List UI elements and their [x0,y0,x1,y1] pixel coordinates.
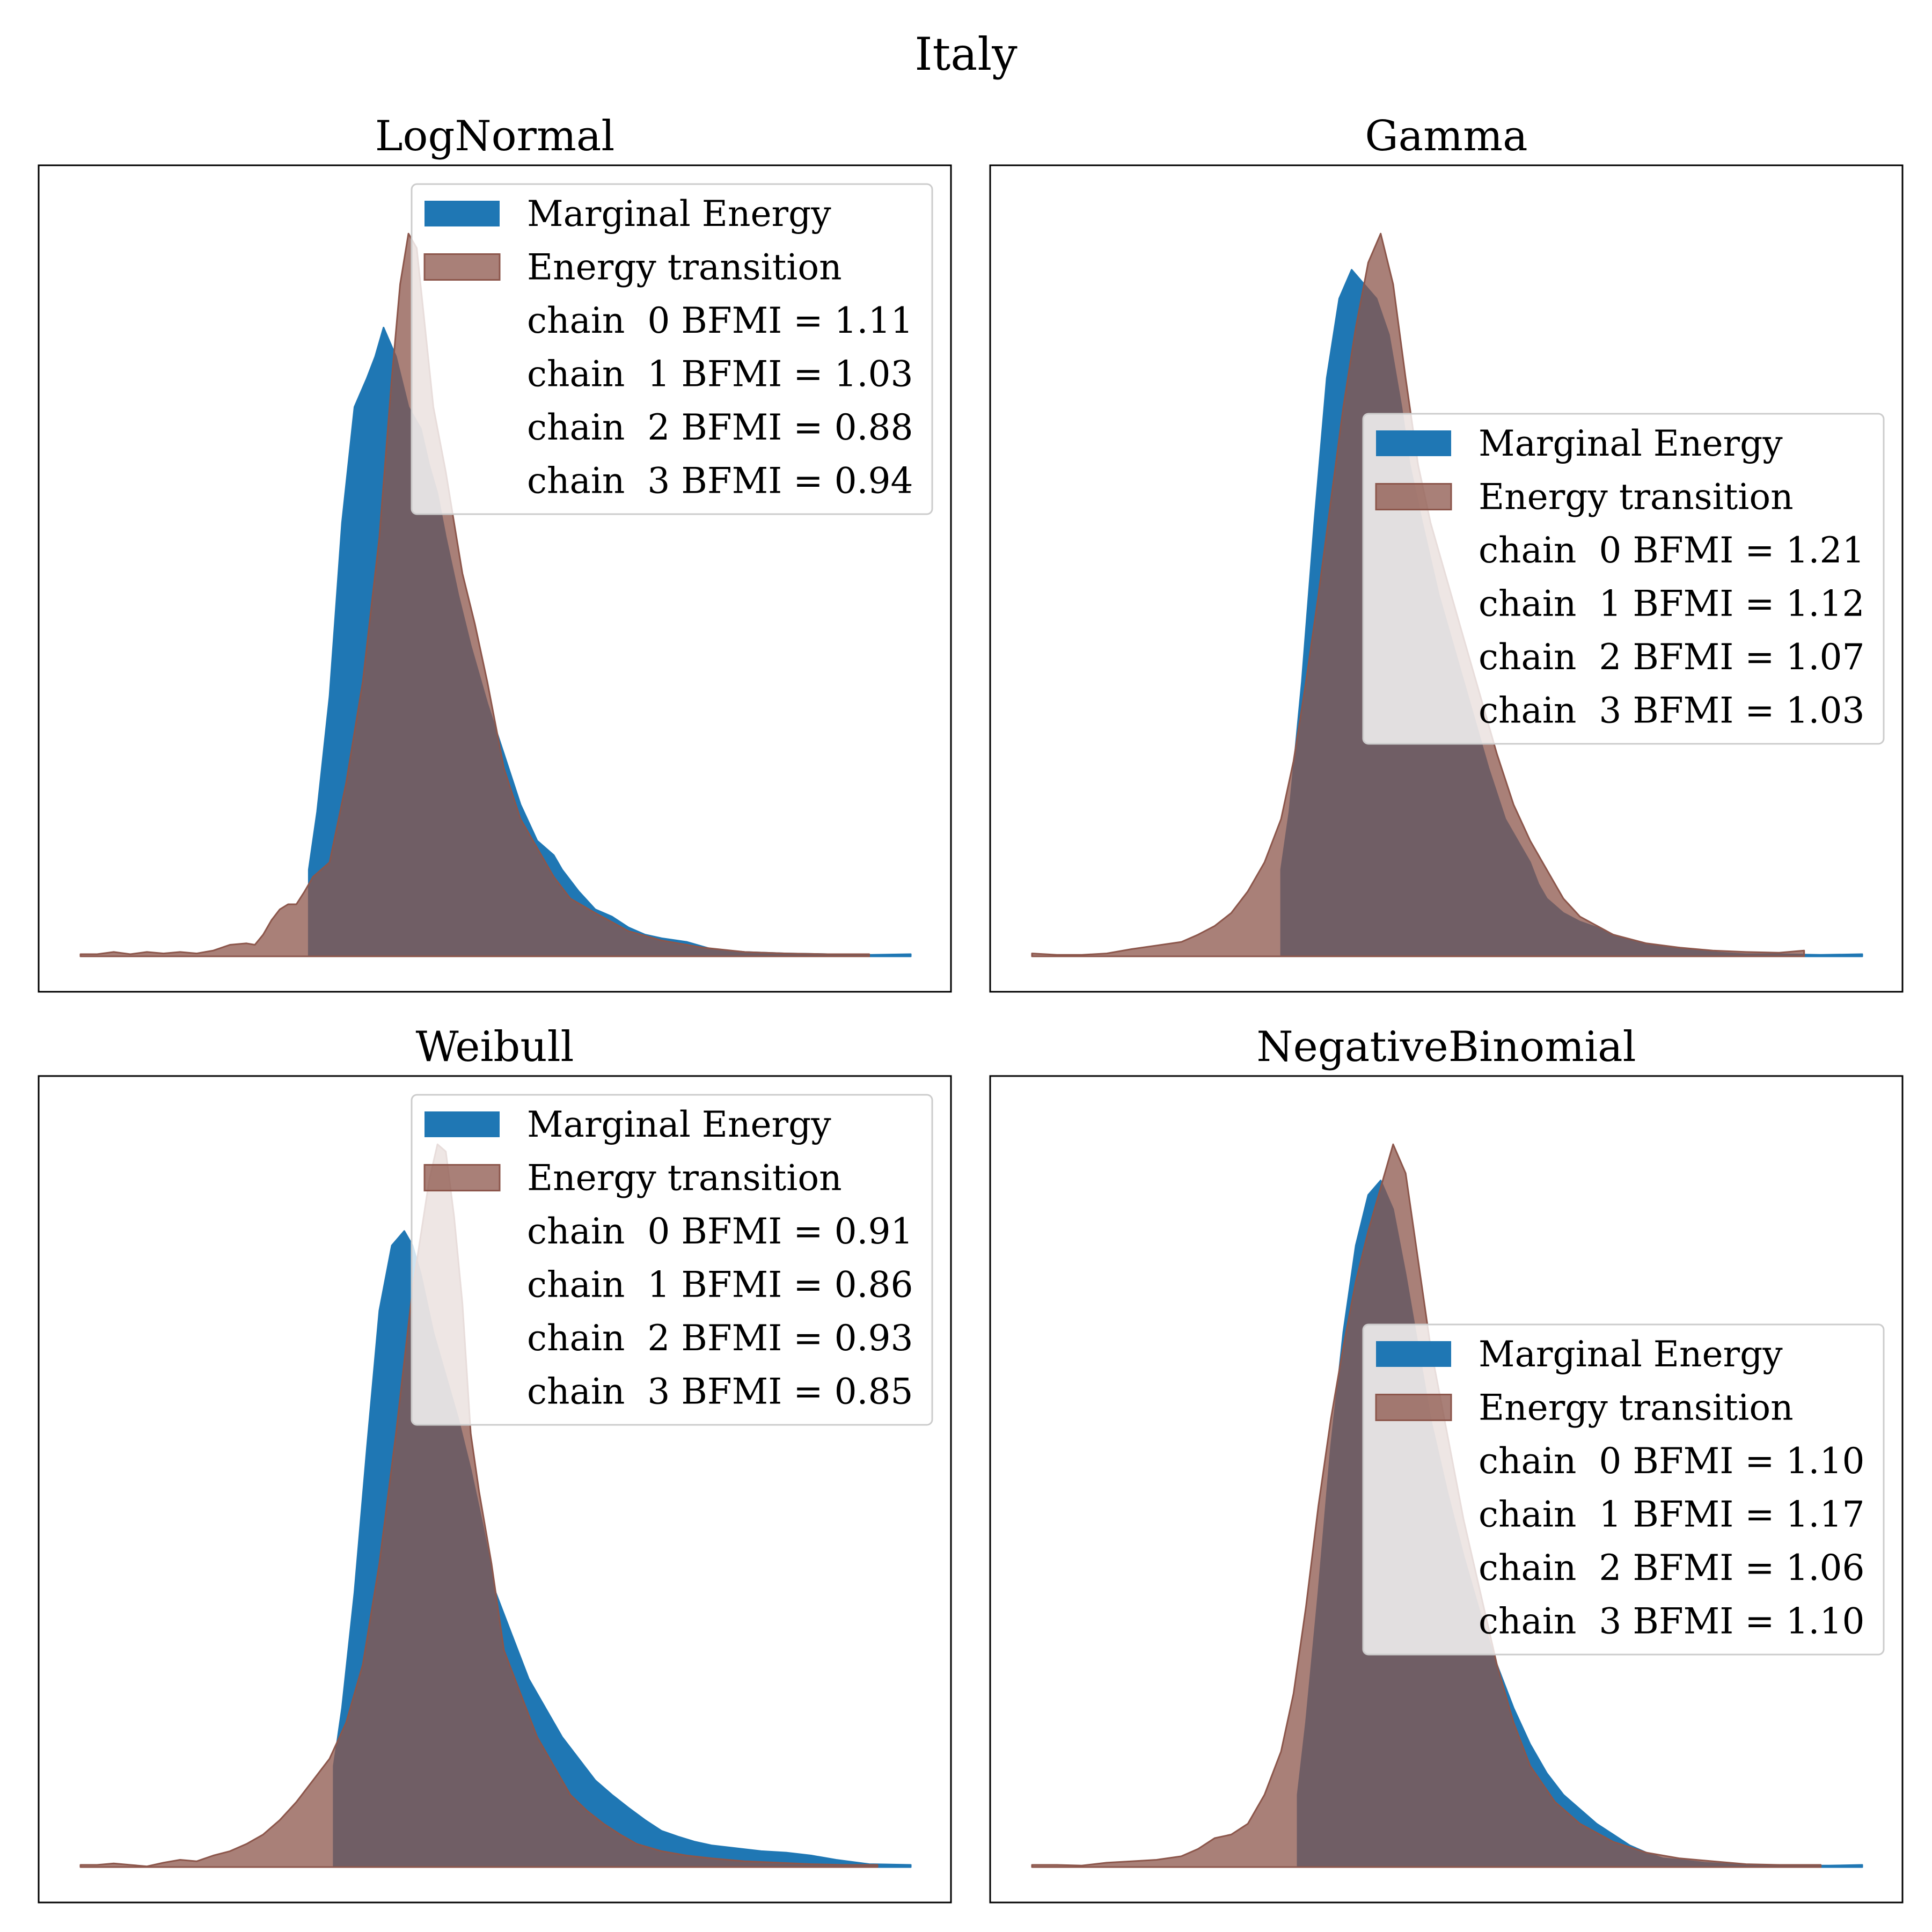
legend: Marginal Energy Energy transition chain 0 … [411,183,933,515]
legend-bfmi-chain-1: chain 1 BFMI = 1.17 [1479,1494,1865,1535]
energy-transition-area [79,232,870,957]
legend: Marginal Energy Energy transition chain 0 … [1362,1323,1885,1656]
legend-bfmi-chain-1: chain 1 BFMI = 1.12 [1479,583,1865,625]
legend-swatch-marginal [425,201,500,226]
legend-swatch-transition [423,1164,501,1191]
legend-label-marginal: Marginal Energy [527,193,831,235]
legend-bfmi-chain-0: chain 0 BFMI = 1.11 [527,300,913,341]
legend-box [411,1094,933,1426]
legend: Marginal Energy Energy transition chain 0 … [411,1094,933,1426]
subplot-lognormal: LogNormal Marginal Energy Energy transitio… [38,112,952,993]
subplot-gamma: Gamma Marginal Energy Energy transition cha… [989,112,1904,993]
legend: Marginal Energy Energy transition chain 0 … [1362,413,1885,745]
axes-frame [989,1075,1904,1904]
panel-title: NegativeBinomial [1256,1023,1636,1071]
legend-bfmi-chain-3: chain 3 BFMI = 0.94 [527,460,913,502]
legend-bfmi-chain-3: chain 3 BFMI = 1.10 [1479,1601,1865,1642]
legend-bfmi-chain-0: chain 0 BFMI = 1.10 [1479,1440,1865,1482]
legend-swatch-transition [1375,1394,1452,1421]
panel-title: LogNormal [375,112,615,160]
legend-label-marginal: Marginal Energy [1479,1334,1783,1375]
axes-frame [38,164,952,993]
axes-frame [989,164,1904,993]
legend-swatch-transition [423,253,501,281]
legend-label-marginal: Marginal Energy [527,1104,831,1145]
legend-box [1362,1323,1885,1656]
legend-box [411,183,933,515]
legend-bfmi-chain-3: chain 3 BFMI = 0.85 [527,1371,913,1413]
legend-bfmi-chain-3: chain 3 BFMI = 1.03 [1479,690,1865,731]
legend-label-transition: Energy transition [1479,1387,1794,1429]
subplot-weibull: Weibull Marginal Energy Energy transition c… [38,1023,952,1904]
legend-label-transition: Energy transition [527,247,842,288]
legend-bfmi-chain-1: chain 1 BFMI = 1.03 [527,354,913,395]
legend-bfmi-chain-2: chain 2 BFMI = 0.93 [527,1318,913,1359]
legend-label-marginal: Marginal Energy [1479,423,1783,464]
legend-label-transition: Energy transition [1479,477,1794,518]
legend-bfmi-chain-1: chain 1 BFMI = 0.86 [527,1264,913,1306]
panel-title: Weibull [416,1023,574,1071]
legend-label-transition: Energy transition [527,1158,842,1199]
legend-swatch-marginal [1376,430,1451,456]
panel-title: Gamma [1365,112,1527,160]
legend-box [1362,413,1885,745]
subplot-negativebinomial: NegativeBinomial Marginal Energy Energy tr… [989,1023,1904,1904]
subplots: LogNormal Marginal Energy Energy transitio… [38,112,1904,1904]
legend-swatch-marginal [1376,1341,1451,1367]
figure-title: Italy [914,28,1018,80]
legend-bfmi-chain-0: chain 0 BFMI = 0.91 [527,1211,913,1252]
legend-bfmi-chain-0: chain 0 BFMI = 1.21 [1479,530,1865,571]
axes-frame [38,1075,952,1904]
legend-bfmi-chain-2: chain 2 BFMI = 1.06 [1479,1547,1865,1589]
legend-bfmi-chain-2: chain 2 BFMI = 0.88 [527,407,913,448]
legend-swatch-transition [1375,483,1452,510]
legend-bfmi-chain-2: chain 2 BFMI = 1.07 [1479,636,1865,678]
legend-swatch-marginal [425,1111,500,1137]
